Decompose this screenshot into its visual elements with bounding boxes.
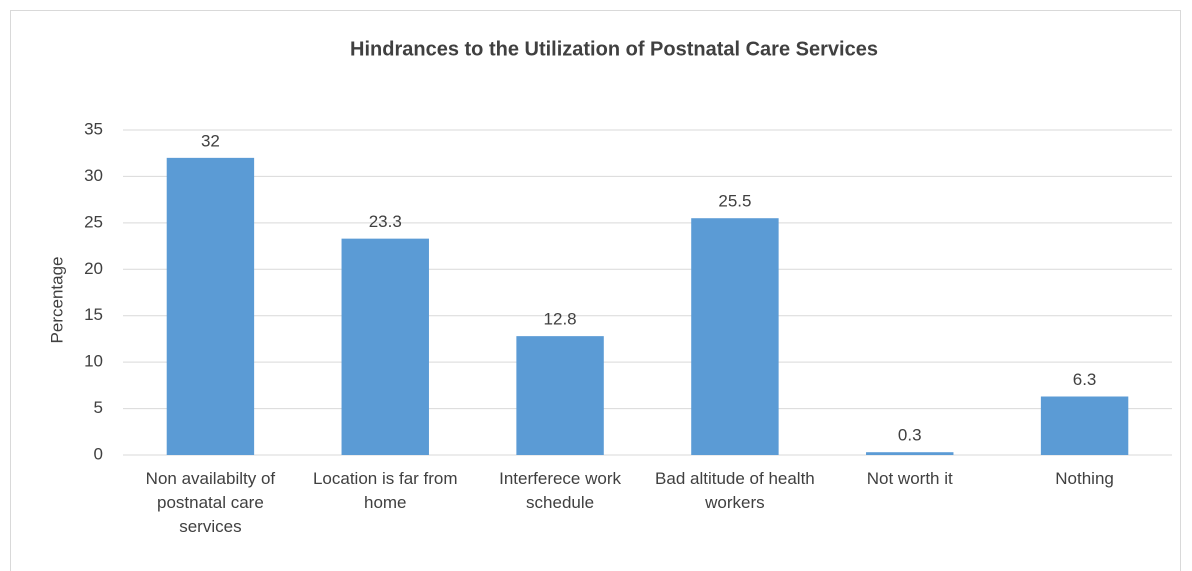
y-tick-label: 5 (94, 398, 103, 417)
y-tick-label: 25 (84, 212, 103, 231)
bar (691, 218, 779, 455)
x-tick-label: Not worth it (866, 469, 953, 488)
data-label: 0.3 (898, 426, 922, 445)
bar (166, 157, 255, 455)
bar (1040, 396, 1129, 455)
y-tick-label: 15 (84, 305, 103, 324)
x-tick-label: Interferece work schedule (499, 469, 622, 512)
y-tick-label: 10 (84, 352, 103, 371)
data-label: 25.5 (718, 192, 751, 211)
x-tick-label: Nothing (1055, 469, 1114, 488)
chart-border (10, 10, 1181, 571)
data-label: 23.3 (369, 212, 402, 231)
x-tick-label: Bad altitude of health workers (655, 469, 815, 512)
data-label: 32 (201, 131, 220, 150)
data-label: 12.8 (544, 310, 577, 329)
chart-title: Hindrances to the Utilization of Postnat… (350, 38, 878, 60)
y-tick-label: 35 (84, 119, 103, 138)
y-tick-label: 30 (84, 166, 103, 185)
x-tick-label: Non availabilty of postnatal care servic… (145, 469, 276, 536)
x-tick-label: Location is far from home (312, 469, 458, 512)
bar (341, 238, 429, 455)
bar (866, 452, 954, 455)
data-label: 6.3 (1073, 370, 1097, 389)
y-tick-label: 20 (84, 259, 103, 278)
y-axis-label: Percentage (47, 257, 66, 344)
bar (516, 336, 604, 455)
y-tick-label: 0 (94, 444, 103, 463)
